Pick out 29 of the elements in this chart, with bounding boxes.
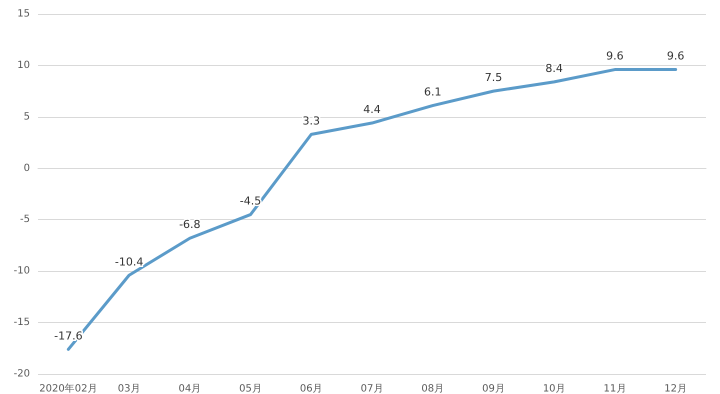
y-tick-label: 10	[17, 60, 30, 71]
x-tick-label: 08月	[421, 384, 444, 394]
data-label: 8.4	[545, 62, 563, 75]
x-tick-label: 11月	[604, 384, 626, 394]
x-tick-label: 10月	[542, 384, 566, 394]
data-label: 7.5	[484, 71, 502, 84]
x-tick-label: 05月	[239, 384, 262, 394]
x-tick-label: 2020年02月	[39, 382, 98, 394]
x-tick-label: 03月	[118, 384, 140, 394]
x-tick-label: 07月	[360, 384, 384, 394]
data-label: 9.6	[606, 50, 624, 63]
x-tick-label: 12月	[664, 384, 688, 394]
data-label: 3.3	[302, 114, 320, 128]
data-label: -10.4	[114, 255, 144, 268]
y-tick-label: 15	[17, 8, 30, 20]
data-label: 9.6	[666, 50, 684, 63]
y-tick-label: -5	[20, 214, 30, 226]
y-tick-label: 0	[24, 162, 30, 174]
x-tick-label: 06月	[300, 384, 323, 394]
y-tick-label: -10	[14, 266, 30, 277]
x-tick-label: 09月	[482, 384, 505, 394]
data-label: 6.1	[424, 86, 442, 99]
data-label: 4.4	[363, 103, 381, 116]
y-tick-label: -15	[14, 317, 30, 328]
data-label: -4.5	[240, 194, 262, 208]
x-tick-label: 04月	[178, 384, 202, 394]
data-label: -6.8	[179, 218, 201, 232]
y-tick-label: 5	[24, 111, 30, 122]
y-tick-label: -20	[14, 368, 30, 380]
